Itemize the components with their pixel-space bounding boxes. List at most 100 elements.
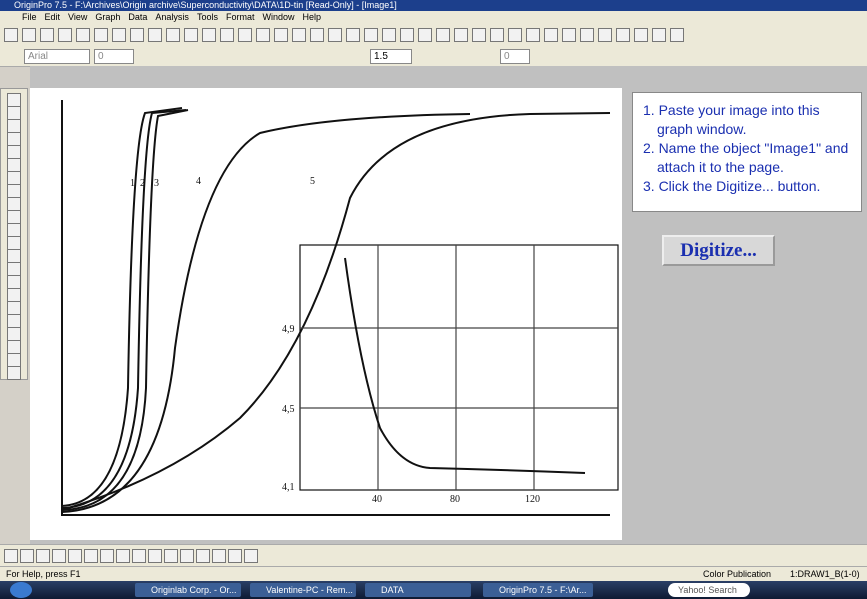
tool-icon[interactable] xyxy=(7,366,21,380)
tool-icon[interactable] xyxy=(634,28,648,42)
task-button[interactable]: Valentine-PC - Rem... xyxy=(250,583,356,597)
tool-icon[interactable] xyxy=(58,28,72,42)
task-button[interactable]: OriginPro 7.5 - F:\Ar... xyxy=(483,583,593,597)
tool-icon[interactable] xyxy=(22,28,36,42)
other-box[interactable]: 0 xyxy=(500,49,530,64)
tool-icon[interactable] xyxy=(7,132,21,146)
tool-icon[interactable] xyxy=(436,28,450,42)
menu-item[interactable]: File xyxy=(22,12,37,22)
start-button[interactable] xyxy=(10,582,32,598)
menu-item[interactable]: Analysis xyxy=(155,12,189,22)
tool-icon[interactable] xyxy=(7,106,21,120)
tool-icon[interactable] xyxy=(20,549,34,563)
tool-icon[interactable] xyxy=(100,549,114,563)
tool-icon[interactable] xyxy=(180,549,194,563)
tool-icon[interactable] xyxy=(310,28,324,42)
tool-icon[interactable] xyxy=(238,28,252,42)
tool-icon[interactable] xyxy=(7,171,21,185)
tool-icon[interactable] xyxy=(490,28,504,42)
menu-item[interactable]: Help xyxy=(302,12,321,22)
tool-icon[interactable] xyxy=(7,340,21,354)
tool-icon[interactable] xyxy=(7,249,21,263)
menu-item[interactable]: Data xyxy=(128,12,148,22)
tool-icon[interactable] xyxy=(7,301,21,315)
menu-item[interactable]: Window xyxy=(262,12,295,22)
menu-item[interactable]: Edit xyxy=(44,12,61,22)
task-button[interactable]: Originlab Corp. - Or... xyxy=(135,583,241,597)
tool-icon[interactable] xyxy=(7,353,21,367)
tool-icon[interactable] xyxy=(132,549,146,563)
task-button[interactable]: DATA xyxy=(365,583,471,597)
tool-icon[interactable] xyxy=(472,28,486,42)
tool-icon[interactable] xyxy=(7,223,21,237)
other-value: 0 xyxy=(504,51,510,62)
tool-icon[interactable] xyxy=(94,28,108,42)
tool-icon[interactable] xyxy=(580,28,594,42)
tool-icon[interactable] xyxy=(7,275,21,289)
tool-icon[interactable] xyxy=(364,28,378,42)
font-box[interactable]: Arial xyxy=(24,49,90,64)
tool-icon[interactable] xyxy=(244,549,258,563)
tool-icon[interactable] xyxy=(196,549,210,563)
tool-icon[interactable] xyxy=(148,28,162,42)
tool-icon[interactable] xyxy=(7,158,21,172)
tool-icon[interactable] xyxy=(7,236,21,250)
tool-icon[interactable] xyxy=(52,549,66,563)
tool-icon[interactable] xyxy=(7,119,21,133)
tool-icon[interactable] xyxy=(508,28,522,42)
tool-icon[interactable] xyxy=(164,549,178,563)
tool-icon[interactable] xyxy=(4,549,18,563)
tool-icon[interactable] xyxy=(562,28,576,42)
tool-icon[interactable] xyxy=(598,28,612,42)
tool-icon[interactable] xyxy=(212,549,226,563)
tool-icon[interactable] xyxy=(274,28,288,42)
tool-icon[interactable] xyxy=(400,28,414,42)
tool-icon[interactable] xyxy=(68,549,82,563)
tool-icon[interactable] xyxy=(4,28,18,42)
tool-icon[interactable] xyxy=(346,28,360,42)
tool-icon[interactable] xyxy=(7,327,21,341)
tool-icon[interactable] xyxy=(166,28,180,42)
tool-icon[interactable] xyxy=(7,210,21,224)
tool-icon[interactable] xyxy=(202,28,216,42)
menu-item[interactable]: Graph xyxy=(95,12,121,22)
tool-icon[interactable] xyxy=(7,184,21,198)
search-label: Yahoo! Search xyxy=(678,585,737,595)
search-box[interactable]: Yahoo! Search xyxy=(668,583,750,597)
tool-icon[interactable] xyxy=(328,28,342,42)
tool-icon[interactable] xyxy=(7,262,21,276)
tool-icon[interactable] xyxy=(228,549,242,563)
tool-icon[interactable] xyxy=(36,549,50,563)
tool-icon[interactable] xyxy=(116,549,130,563)
button-label: Digitize... xyxy=(680,240,757,261)
tool-icon[interactable] xyxy=(526,28,540,42)
line-width-box[interactable]: 1.5 xyxy=(370,49,412,64)
tool-icon[interactable] xyxy=(148,549,162,563)
tool-icon[interactable] xyxy=(7,197,21,211)
tool-icon[interactable] xyxy=(7,288,21,302)
tool-icon[interactable] xyxy=(7,145,21,159)
tool-icon[interactable] xyxy=(454,28,468,42)
tool-icon[interactable] xyxy=(670,28,684,42)
tool-icon[interactable] xyxy=(112,28,126,42)
tool-icon[interactable] xyxy=(616,28,630,42)
tool-icon[interactable] xyxy=(7,314,21,328)
tool-icon[interactable] xyxy=(40,28,54,42)
tool-icon[interactable] xyxy=(256,28,270,42)
tool-icon[interactable] xyxy=(418,28,432,42)
tool-icon[interactable] xyxy=(544,28,558,42)
tool-icon[interactable] xyxy=(7,93,21,107)
digitize-button[interactable]: Digitize... xyxy=(662,235,775,266)
tool-icon[interactable] xyxy=(184,28,198,42)
tool-icon[interactable] xyxy=(130,28,144,42)
tool-icon[interactable] xyxy=(76,28,90,42)
tool-icon[interactable] xyxy=(652,28,666,42)
tool-icon[interactable] xyxy=(84,549,98,563)
menu-item[interactable]: View xyxy=(68,12,88,22)
menu-item[interactable]: Format xyxy=(225,12,255,22)
tool-icon[interactable] xyxy=(292,28,306,42)
size-box[interactable]: 0 xyxy=(94,49,134,64)
tool-icon[interactable] xyxy=(382,28,396,42)
menu-item[interactable]: Tools xyxy=(196,12,218,22)
tool-icon[interactable] xyxy=(220,28,234,42)
